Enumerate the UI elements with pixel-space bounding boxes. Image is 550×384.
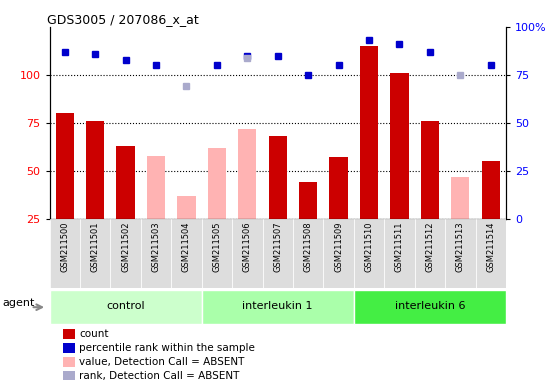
Text: GSM211512: GSM211512 — [425, 222, 435, 272]
FancyBboxPatch shape — [141, 219, 171, 288]
Bar — [482, 161, 500, 219]
Text: rank, Detection Call = ABSENT: rank, Detection Call = ABSENT — [79, 371, 240, 381]
Bar — [421, 121, 439, 219]
FancyBboxPatch shape — [111, 219, 141, 288]
FancyBboxPatch shape — [262, 219, 293, 288]
Text: GSM211502: GSM211502 — [121, 222, 130, 272]
Bar — [63, 357, 75, 367]
Bar — [299, 182, 317, 219]
Text: GSM211509: GSM211509 — [334, 222, 343, 272]
FancyBboxPatch shape — [232, 219, 262, 288]
Bar — [63, 343, 75, 353]
Bar — [238, 129, 256, 219]
Bar — [451, 177, 470, 219]
Bar — [390, 73, 409, 219]
Bar — [329, 157, 348, 219]
Text: GSM211511: GSM211511 — [395, 222, 404, 272]
Text: value, Detection Call = ABSENT: value, Detection Call = ABSENT — [79, 358, 245, 367]
Text: GSM211506: GSM211506 — [243, 222, 252, 272]
Text: GSM211503: GSM211503 — [151, 222, 161, 272]
Text: GDS3005 / 207086_x_at: GDS3005 / 207086_x_at — [47, 13, 199, 26]
FancyBboxPatch shape — [293, 219, 323, 288]
Text: control: control — [106, 301, 145, 311]
FancyBboxPatch shape — [354, 290, 506, 324]
FancyBboxPatch shape — [202, 219, 232, 288]
Text: GSM211508: GSM211508 — [304, 222, 313, 272]
FancyBboxPatch shape — [171, 219, 202, 288]
FancyBboxPatch shape — [445, 219, 476, 288]
Bar — [63, 371, 75, 381]
Bar — [268, 136, 287, 219]
FancyBboxPatch shape — [384, 219, 415, 288]
Bar — [117, 146, 135, 219]
FancyBboxPatch shape — [50, 290, 202, 324]
FancyBboxPatch shape — [50, 219, 80, 288]
Text: GSM211504: GSM211504 — [182, 222, 191, 272]
FancyBboxPatch shape — [354, 219, 384, 288]
Bar — [86, 121, 104, 219]
Text: count: count — [79, 329, 109, 339]
FancyBboxPatch shape — [323, 219, 354, 288]
FancyBboxPatch shape — [80, 219, 111, 288]
Text: percentile rank within the sample: percentile rank within the sample — [79, 343, 255, 353]
Text: interleukin 1: interleukin 1 — [243, 301, 313, 311]
Text: GSM211500: GSM211500 — [60, 222, 69, 272]
Text: GSM211513: GSM211513 — [456, 222, 465, 272]
Text: GSM211510: GSM211510 — [365, 222, 373, 272]
Text: GSM211501: GSM211501 — [91, 222, 100, 272]
FancyBboxPatch shape — [476, 219, 506, 288]
FancyBboxPatch shape — [202, 290, 354, 324]
Bar — [177, 196, 196, 219]
Text: GSM211507: GSM211507 — [273, 222, 282, 272]
Text: GSM211514: GSM211514 — [486, 222, 496, 272]
Bar — [147, 156, 165, 219]
Text: agent: agent — [3, 298, 35, 308]
Text: interleukin 6: interleukin 6 — [395, 301, 465, 311]
Text: GSM211505: GSM211505 — [212, 222, 222, 272]
FancyBboxPatch shape — [415, 219, 445, 288]
Bar — [63, 329, 75, 339]
Bar — [360, 46, 378, 219]
Bar — [208, 148, 226, 219]
Bar — [56, 113, 74, 219]
